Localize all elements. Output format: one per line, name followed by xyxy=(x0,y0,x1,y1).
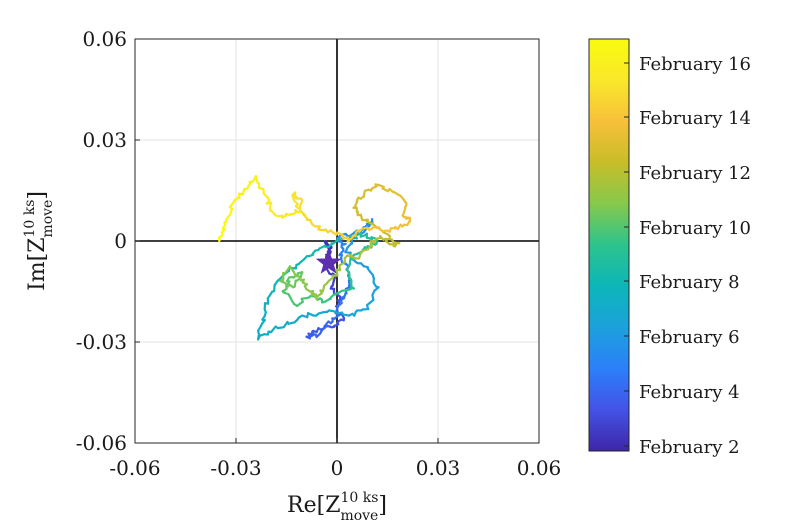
colorbar-tick-label: February 6 xyxy=(639,327,740,348)
y-tick-label: -0.06 xyxy=(76,431,127,455)
colorbar-tick-label: February 14 xyxy=(639,108,751,129)
x-tick-label: -0.03 xyxy=(210,456,261,480)
y-tick-label: 0.03 xyxy=(82,128,127,152)
colorbar-tick-label: February 8 xyxy=(639,272,740,293)
trajectory-segment xyxy=(218,238,221,243)
colorbar-ticks: February 2 February 4 February 6 February 8… xyxy=(624,54,751,458)
y-tick-label: 0 xyxy=(114,229,127,253)
x-tick-label: -0.06 xyxy=(109,456,160,480)
colorbar-tick-label: February 12 xyxy=(639,163,751,184)
colorbar-tick-label: February 2 xyxy=(639,437,740,458)
trajectory-segment xyxy=(288,265,296,274)
y-ticks: 0.06 0.03 0 -0.03 -0.06 xyxy=(76,27,140,455)
y-tick-label: 0.06 xyxy=(82,27,127,51)
y-tick-label: -0.03 xyxy=(76,330,127,354)
trajectory-segment xyxy=(269,325,277,334)
x-tick-label: 0.06 xyxy=(517,456,562,480)
y-axis-label: Im[Z10 ks move] xyxy=(22,191,56,291)
colorbar-tick-label: February 16 xyxy=(639,54,751,75)
trajectory xyxy=(217,175,412,341)
x-axis-label: Re[Z10 ks move] xyxy=(287,490,387,524)
colorbar xyxy=(588,38,630,452)
start-marker xyxy=(315,249,342,274)
colorbar-tick-label: February 4 xyxy=(639,382,740,403)
trajectory-segment xyxy=(266,290,274,300)
colorbar-tick-label: February 10 xyxy=(639,218,751,239)
x-tick-label: 0 xyxy=(331,456,344,480)
x-tick-label: 0.03 xyxy=(416,456,461,480)
start-star-marker xyxy=(315,249,342,274)
x-ticks: -0.06 -0.03 0 0.03 0.06 xyxy=(109,438,561,480)
